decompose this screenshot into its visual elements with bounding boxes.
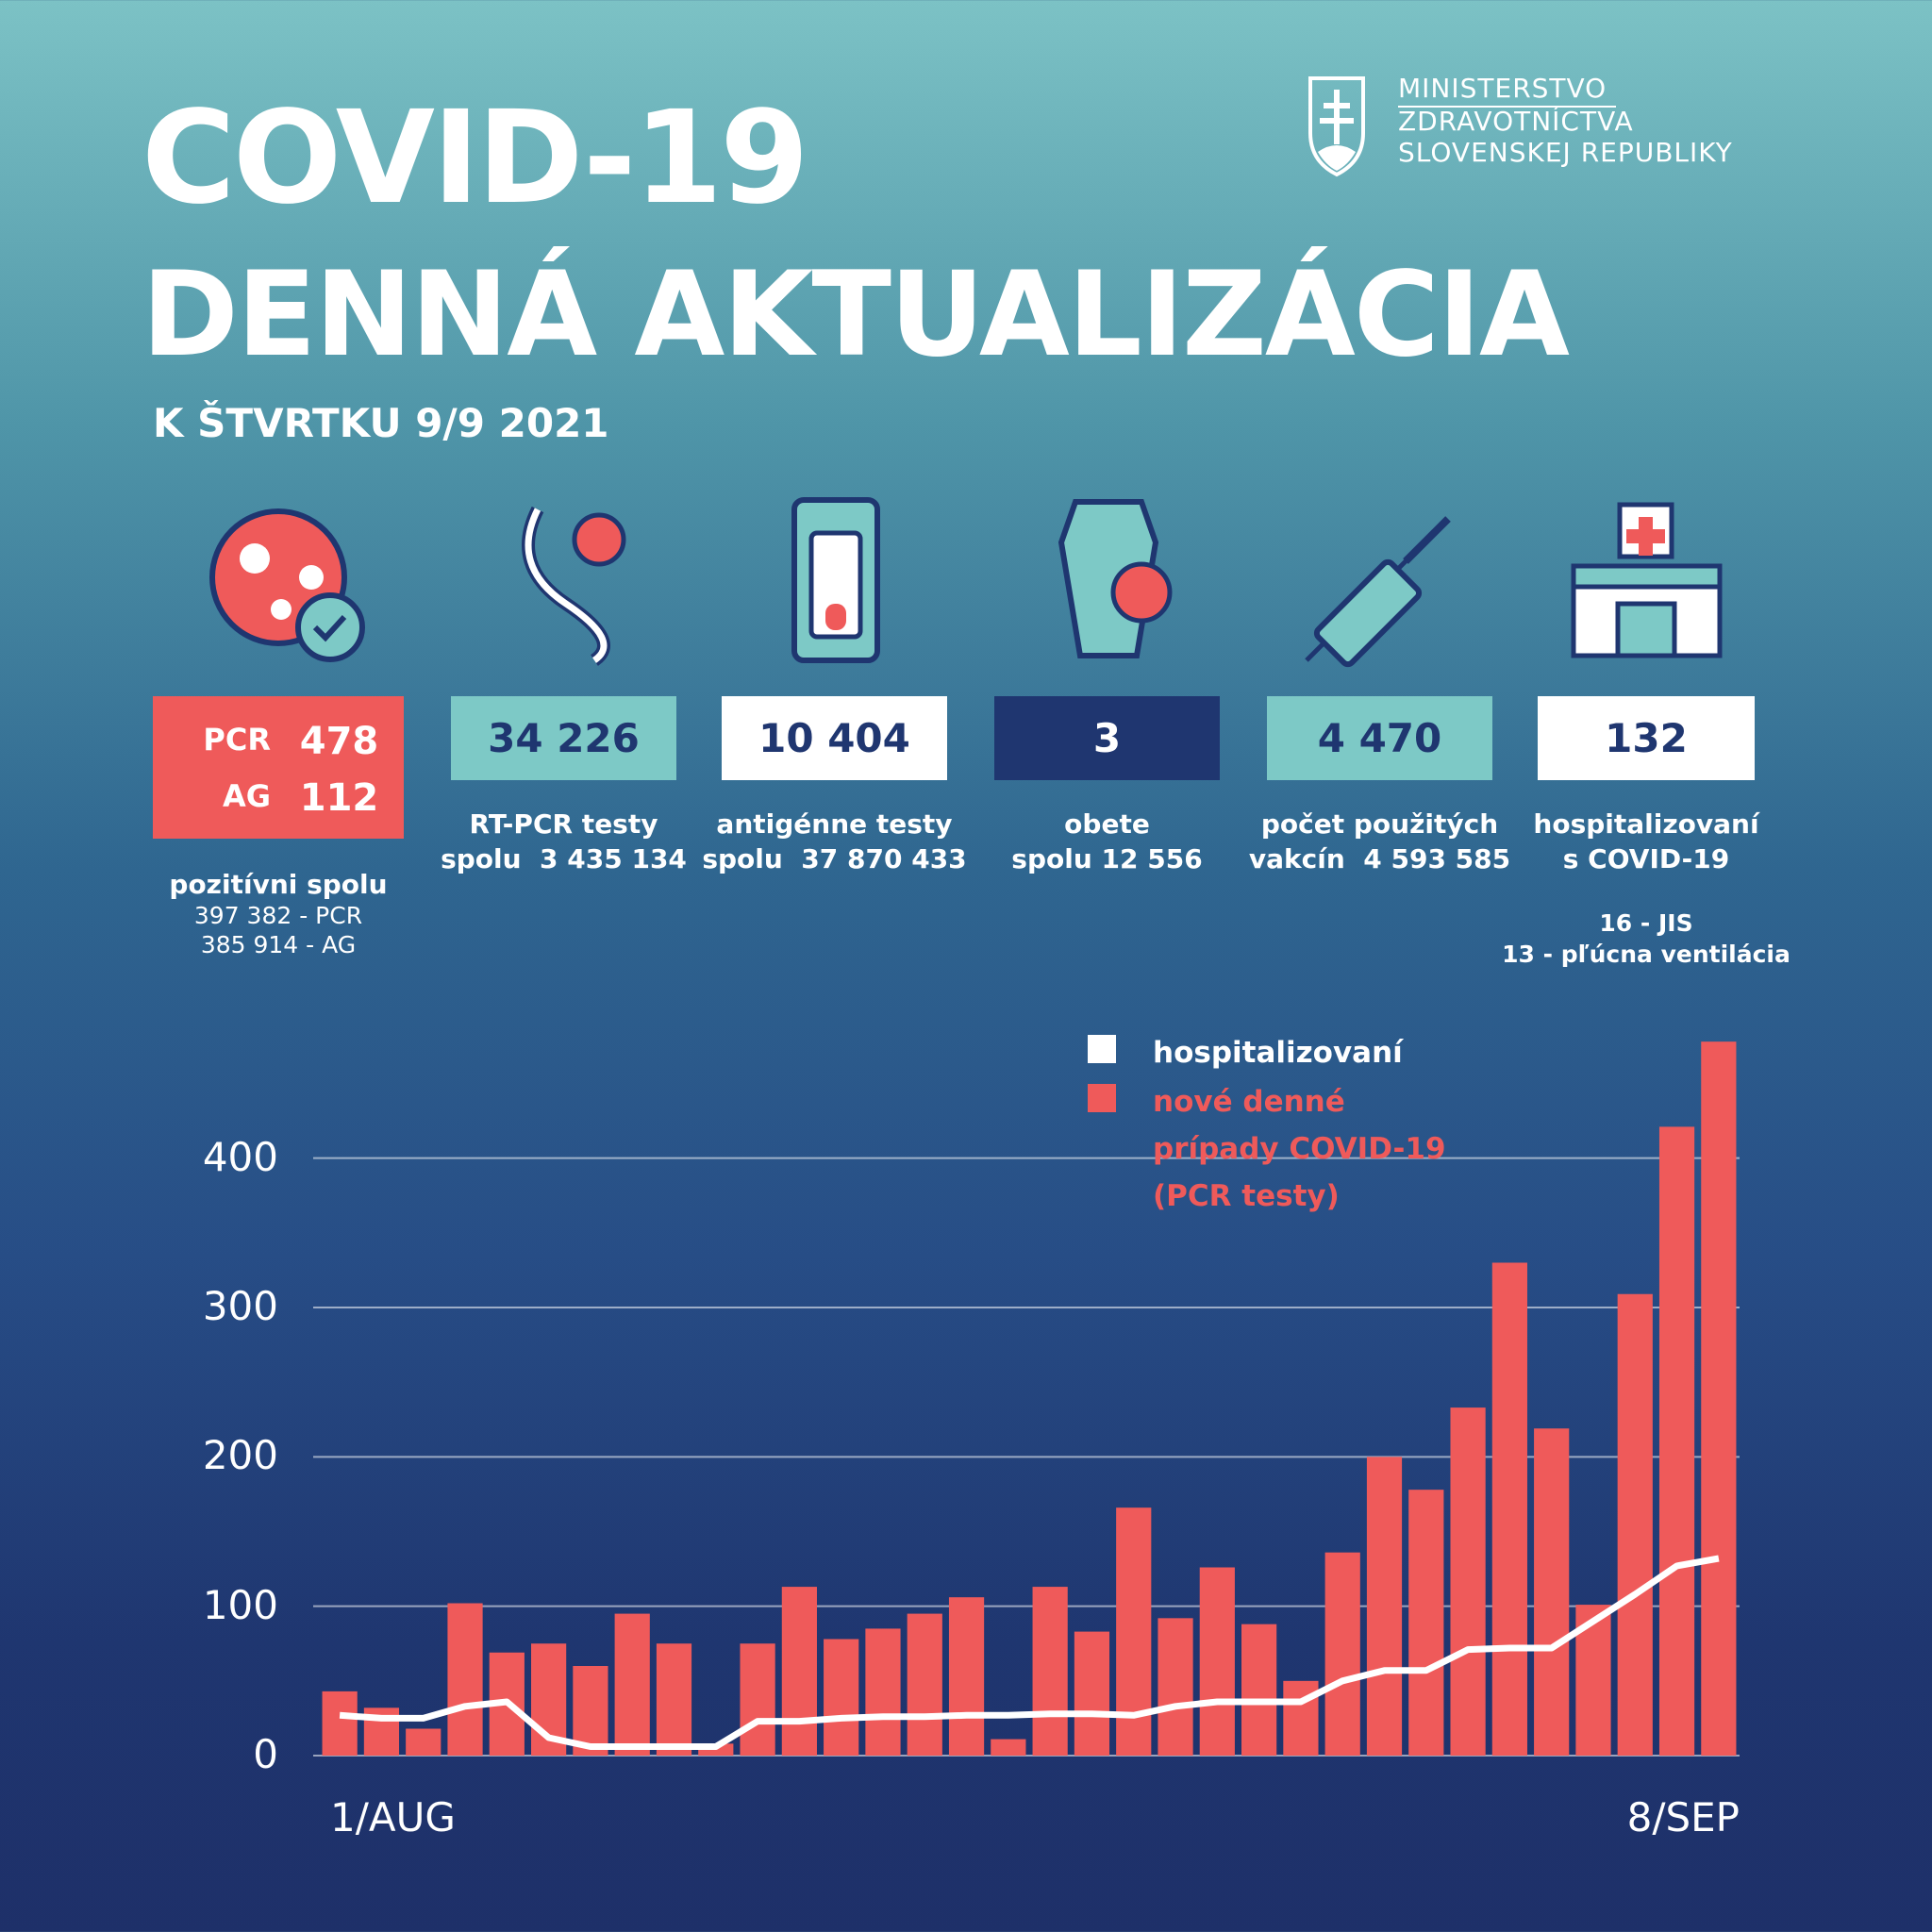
stat-caption: spolu 3 435 134 (441, 843, 687, 874)
bar (322, 1690, 358, 1756)
bar (406, 1728, 441, 1756)
y-tick-label: 300 (202, 1283, 278, 1329)
syringe-icon (1305, 516, 1451, 668)
bar (1658, 1126, 1695, 1756)
stat-box (1538, 696, 1755, 780)
bar (907, 1613, 942, 1756)
bar (1701, 1041, 1737, 1756)
bar (781, 1587, 817, 1756)
line (339, 1555, 1720, 1750)
legend-label: nové denné prípady COVID-19 (PCR testy) (1153, 1085, 1446, 1213)
stat-box (451, 696, 676, 780)
ministry-line: MINISTERSTVO (1398, 73, 1607, 104)
hospital-icon (1571, 502, 1723, 658)
bar (1199, 1567, 1235, 1756)
y-tick-label: 100 (202, 1581, 278, 1628)
stat-caption: hospitalizovaní (1533, 808, 1759, 840)
bar (991, 1739, 1026, 1756)
stat-caption: RT-PCR testy (469, 808, 658, 840)
title: COVID-19 (142, 84, 809, 233)
ministry-line: ZDRAVOTNÍCTVA (1398, 106, 1634, 137)
stat-caption: počet použitých (1260, 808, 1499, 840)
stat-note: 16 - JIS (1599, 909, 1693, 937)
bar (1617, 1293, 1653, 1756)
stat-box (1267, 696, 1492, 780)
stat-caption: 397 382 - PCR (193, 902, 363, 929)
bar (1032, 1587, 1068, 1756)
y-tick-label: 0 (253, 1731, 278, 1777)
y-tick-label: 200 (202, 1432, 278, 1479)
bar (1450, 1407, 1486, 1756)
stat-caption: 385 914 - AG (200, 931, 357, 958)
bar (1074, 1631, 1110, 1756)
stat-caption: pozitívni spolu (169, 869, 388, 900)
bar (865, 1628, 901, 1756)
x-tick-label: 1/AUG (330, 1794, 456, 1840)
stat-value: 4 470 (1317, 715, 1442, 761)
stat-caption: obete (1064, 808, 1150, 840)
bar (740, 1643, 775, 1756)
legend-label: hospitalizovaní (1153, 1036, 1403, 1070)
coffin-icon (1058, 499, 1173, 658)
bar (1366, 1457, 1403, 1756)
legend-swatch (1088, 1084, 1116, 1112)
bar (1534, 1428, 1570, 1756)
bar (948, 1597, 985, 1756)
stat-value: 3 (1092, 715, 1122, 761)
stat-box (153, 696, 404, 839)
bar (1324, 1552, 1360, 1756)
virus-icon (209, 508, 365, 662)
bar (656, 1643, 692, 1756)
subtitle: DENNÁ AKTUALIZÁCIA (142, 247, 1570, 383)
stat-caption: s COVID-19 (1562, 843, 1730, 874)
bar (1241, 1624, 1277, 1756)
bar (1158, 1618, 1193, 1756)
stat-caption: vakcín 4 593 585 (1248, 843, 1511, 874)
stat-label: AG (222, 778, 271, 814)
stat-note: 13 - pľúcna ventilácia (1502, 941, 1790, 968)
stat-caption: spolu 12 556 (1011, 843, 1203, 874)
stat-box (994, 696, 1220, 780)
bar (447, 1603, 483, 1756)
y-tick-label: 400 (202, 1133, 278, 1180)
logo (1308, 76, 1365, 177)
test-icon (791, 497, 880, 663)
bar (573, 1666, 608, 1756)
bar (824, 1639, 859, 1756)
dna-icon (522, 506, 626, 666)
stat-value: 132 (1605, 715, 1688, 761)
stat-value: 478 (299, 720, 379, 763)
stat-value: 112 (299, 776, 379, 820)
x-tick-label: 8/SEP (1626, 1794, 1740, 1840)
stat-value: 34 226 (488, 715, 640, 761)
stat-caption: antigénne testy (716, 808, 953, 840)
stat-label: PCR (203, 722, 271, 758)
bar (1408, 1490, 1444, 1756)
bar (614, 1613, 650, 1756)
date: K ŠTVRTKU 9/9 2021 (153, 400, 609, 446)
bar (1491, 1262, 1527, 1756)
legend-swatch (1088, 1035, 1116, 1063)
ministry-line: SLOVENSKEJ REPUBLIKY (1398, 137, 1733, 168)
stat-value: 10 404 (758, 715, 910, 761)
stat-box (722, 696, 947, 780)
stat-caption: spolu 37 870 433 (702, 843, 967, 874)
